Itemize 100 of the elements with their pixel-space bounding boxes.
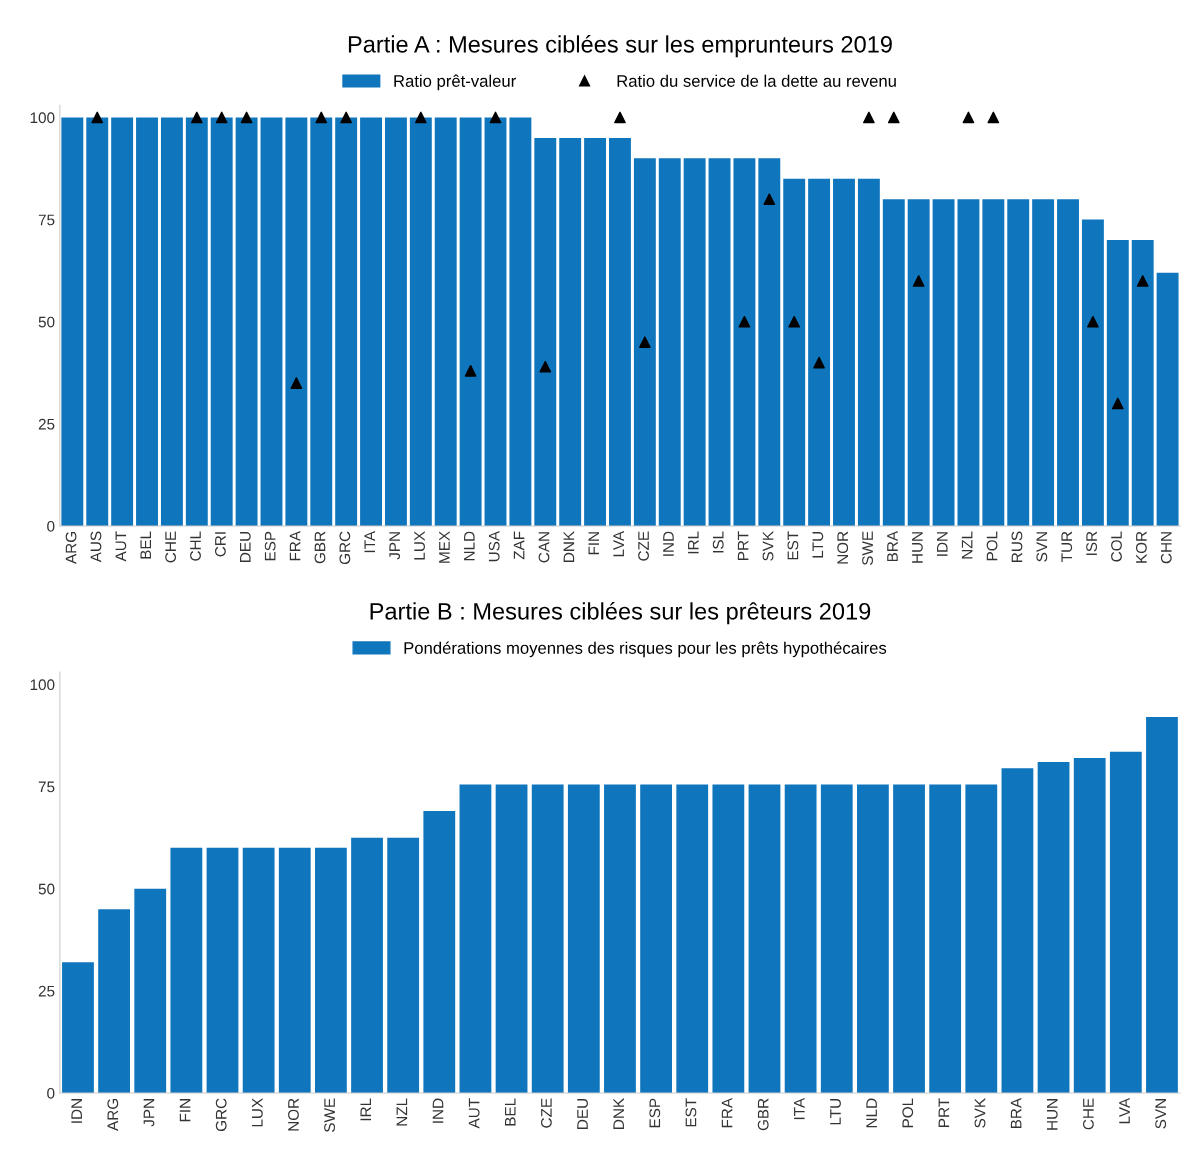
bar: [882, 199, 905, 527]
x-tick-label: SVK: [974, 1098, 986, 1128]
x-tick-label: POL: [902, 1098, 914, 1128]
bar: [185, 117, 208, 527]
x-tick-label: PRT: [938, 1098, 950, 1127]
x-tick-label: LVA: [1119, 1097, 1130, 1124]
bar: [86, 117, 109, 527]
bar: [134, 888, 167, 1094]
bar: [929, 784, 962, 1094]
bar: [534, 137, 557, 527]
point: [190, 111, 203, 124]
bar: [459, 117, 482, 527]
point: [987, 111, 1000, 124]
x-tick-label: CHL: [190, 531, 201, 561]
bar: [676, 784, 709, 1094]
y-tick-label: 50: [38, 883, 55, 895]
x-tick-label: PRT: [737, 531, 749, 560]
bar: [758, 158, 781, 527]
x-tick-label: COL: [1111, 531, 1122, 562]
x-tick-label: HUN: [1047, 1099, 1058, 1130]
x-tick-label: SWE: [862, 531, 873, 566]
y-tick-label: 100: [30, 679, 55, 691]
bar: [609, 137, 631, 527]
point: [1087, 315, 1099, 328]
x-tick-label: CHE: [1082, 1098, 1094, 1130]
x-tick-label: GBR: [314, 531, 326, 564]
bar: [409, 117, 432, 527]
bar: [315, 847, 347, 1094]
x-tick-label: NLD: [866, 1098, 877, 1128]
bar: [833, 178, 855, 527]
x-tick-label: GRC: [215, 1098, 227, 1132]
point: [464, 364, 477, 377]
bar: [1007, 199, 1030, 527]
bar: [531, 784, 564, 1094]
x-tick-label: FRA: [289, 530, 301, 561]
bar: [310, 117, 333, 527]
bar: [1073, 757, 1106, 1094]
bar: [285, 117, 308, 527]
bar: [1057, 199, 1079, 527]
x-tick-label: FIN: [588, 532, 600, 555]
bar: [567, 784, 600, 1094]
x-tick-label: FIN: [179, 1099, 191, 1122]
x-tick-label: NOR: [288, 1098, 299, 1131]
bar: [206, 847, 239, 1094]
bar: [1106, 240, 1129, 527]
bar: [1146, 717, 1178, 1094]
x-tick-label: USA: [488, 530, 500, 562]
bar: [278, 847, 311, 1094]
x-tick-label: AUS: [90, 531, 102, 563]
point: [539, 360, 552, 373]
bar: [932, 199, 955, 527]
x-tick-label: IDN: [71, 1099, 82, 1123]
bar: [484, 117, 507, 527]
x-tick-label: ARG: [107, 1099, 119, 1131]
x-tick-label: TUR: [1061, 531, 1073, 562]
bar: [260, 117, 283, 527]
bar: [857, 178, 880, 527]
x-tick-label: BEL: [505, 1098, 516, 1126]
x-tick-label: CAN: [538, 532, 550, 563]
x-tick-label: LTU: [830, 1099, 841, 1125]
bar: [1032, 199, 1055, 527]
point: [489, 111, 502, 124]
bar: [658, 158, 681, 527]
y-tick-label: 75: [38, 214, 55, 226]
bar: [1037, 762, 1070, 1094]
bar: [384, 117, 407, 527]
x-tick-label: JPN: [143, 1099, 155, 1127]
bar: [387, 837, 420, 1094]
bar: [633, 158, 656, 527]
x-tick-label: IND: [432, 1098, 444, 1123]
x-tick-label: POL: [986, 531, 998, 561]
x-tick-label: CRI: [214, 532, 226, 557]
bar: [210, 117, 233, 527]
bar: [98, 909, 130, 1094]
x-tick-label: CHE: [165, 531, 177, 563]
bar: [111, 117, 134, 527]
point: [863, 111, 875, 124]
bar: [820, 784, 853, 1094]
y-tick-label: 0: [47, 1087, 55, 1099]
x-tick-label: FRA: [721, 1097, 733, 1128]
point: [614, 111, 626, 124]
point: [91, 111, 104, 124]
bar: [509, 117, 532, 527]
x-tick-label: IRL: [688, 531, 699, 554]
point: [340, 111, 353, 124]
x-tick-label: CZE: [638, 531, 649, 561]
bar: [136, 117, 158, 527]
bar: [808, 178, 831, 527]
bar: [170, 847, 203, 1094]
x-tick-label: DNK: [563, 531, 575, 562]
bar: [242, 847, 275, 1094]
x-tick-label: MEX: [439, 531, 450, 563]
point: [290, 377, 303, 389]
bar: [683, 158, 706, 527]
bar: [907, 199, 930, 527]
y-tick-label: 75: [38, 781, 55, 793]
bar: [360, 117, 382, 527]
x-tick-label: IND: [663, 531, 674, 556]
point: [639, 336, 651, 349]
x-tick-label: LUX: [414, 531, 425, 560]
